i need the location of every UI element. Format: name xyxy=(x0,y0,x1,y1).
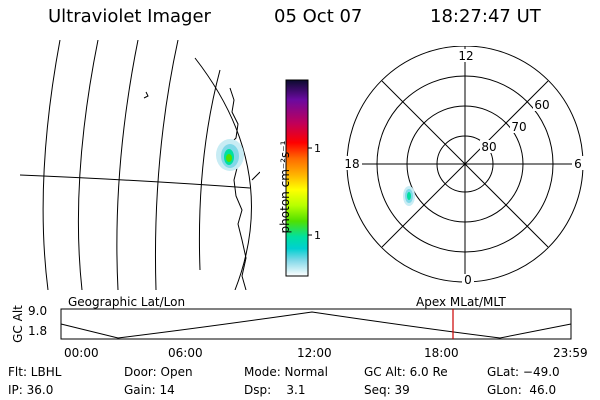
mlt-label-18: 18 xyxy=(344,157,359,171)
ip-info: IP: 36.0 xyxy=(8,383,54,397)
colorbar-label: photon cm⁻²s⁻¹ xyxy=(278,140,292,234)
filter-info: Flt: LBHL xyxy=(8,365,62,379)
mlat-label-70: 70 xyxy=(511,120,526,134)
coastline xyxy=(143,91,149,99)
timeline-x-tick-0600: 06:00 xyxy=(168,346,203,360)
colorbar-tick-100: 100 xyxy=(314,142,320,155)
timeline-y-tick-low: 1.8 xyxy=(28,324,48,338)
timeline-right-title: Apex MLat/MLT xyxy=(416,295,506,309)
parallel-line xyxy=(20,174,251,189)
gc-alt-info: GC Alt: 6.0 Re xyxy=(364,365,448,379)
mlat-label-60: 60 xyxy=(534,98,549,112)
timeline-x-tick-1200: 12:00 xyxy=(297,346,332,360)
dsp-info: Dsp: 3.1 xyxy=(244,383,306,397)
seq-info: Seq: 39 xyxy=(364,383,410,397)
timeline-x-tick-0000: 00:00 xyxy=(64,346,99,360)
mlt-label-0: 0 xyxy=(464,273,472,287)
colorbar-tick-10: 10 xyxy=(314,229,320,242)
timeline-y-axis-label: GC Alt xyxy=(11,305,25,343)
mlt-label-6: 6 xyxy=(574,157,582,171)
timeline-x-tick-1800: 18:00 xyxy=(424,346,459,360)
meridian-line xyxy=(42,40,61,290)
meridian-line xyxy=(198,69,221,271)
coastline xyxy=(229,87,247,290)
time-label: 18:27:47 UT xyxy=(430,6,541,27)
glat-info: GLat: −49.0 xyxy=(487,365,560,379)
timeline-left-title: Geographic Lat/Lon xyxy=(68,295,186,309)
timeline-x-tick-2359: 23:59 xyxy=(553,346,588,360)
meridian-line xyxy=(116,40,139,290)
meridian-line xyxy=(154,40,179,290)
aurora-emission xyxy=(216,139,244,171)
aurora-emission-polar xyxy=(403,186,415,206)
timeline-frame xyxy=(60,308,572,340)
altitude-curve xyxy=(60,311,572,339)
parallel-line xyxy=(251,171,260,181)
mode-info: Mode: Normal xyxy=(244,365,328,379)
earth-limb xyxy=(194,57,252,290)
timeline-y-tick-high: 9.0 xyxy=(28,304,48,318)
colorbar-scale xyxy=(285,79,309,277)
polar-plot: 12 0 18 6 60 70 80 xyxy=(342,46,584,287)
mlat-label-80: 80 xyxy=(481,140,496,154)
altitude-timeline xyxy=(60,308,572,340)
meridian-line xyxy=(77,40,99,290)
glon-info: GLon: 46.0 xyxy=(487,383,557,397)
gain-info: Gain: 14 xyxy=(124,383,175,397)
mlt-label-12: 12 xyxy=(458,49,473,63)
date-label: 05 Oct 07 xyxy=(274,6,363,27)
polar-grid xyxy=(346,46,584,283)
door-info: Door: Open xyxy=(124,365,193,379)
geographic-map xyxy=(20,40,260,290)
colorbar: 100 10 xyxy=(285,79,320,277)
instrument-title: Ultraviolet Imager xyxy=(48,6,211,27)
